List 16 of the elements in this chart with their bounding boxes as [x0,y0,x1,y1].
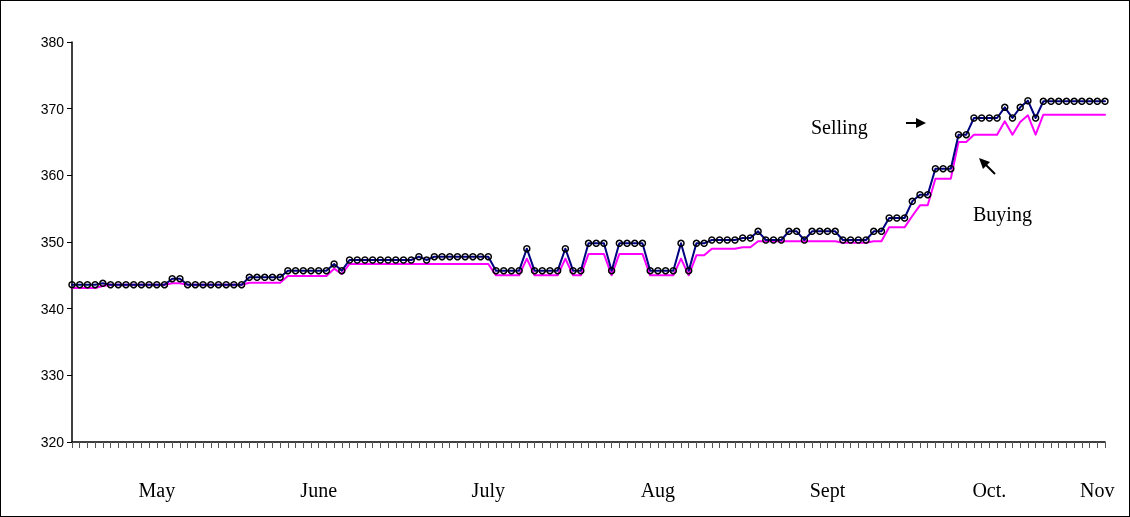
x-tick-label: Nov [1080,479,1115,501]
y-tick-label: 330 [40,367,65,384]
x-tick-label: Sept [809,479,846,502]
legend-label: Selling [811,116,868,139]
series-label: Buying [973,203,1032,226]
x-tick-label: July [471,479,505,502]
y-tick-label: 340 [40,300,65,317]
y-tick-label: 320 [40,434,65,450]
x-tick-label: May [138,479,176,502]
x-tick-label: Aug [640,479,676,502]
x-tick-label: June [300,479,338,501]
y-tick-label: 360 [40,167,65,184]
y-tick-label: 380 [40,34,65,50]
y-tick-label: 370 [40,100,65,117]
y-tick-label: 350 [40,234,65,250]
x-tick-label: Oct. [972,479,1007,501]
